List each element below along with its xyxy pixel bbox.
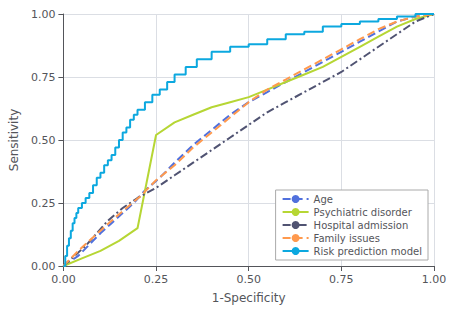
svg-text:Family issues: Family issues xyxy=(314,233,380,244)
svg-text:0.50: 0.50 xyxy=(236,273,261,286)
svg-text:0.00: 0.00 xyxy=(31,260,56,273)
svg-text:0.25: 0.25 xyxy=(144,273,169,286)
svg-text:0.75: 0.75 xyxy=(31,71,56,84)
svg-text:Age: Age xyxy=(314,194,333,205)
svg-text:0.75: 0.75 xyxy=(329,273,354,286)
svg-text:Risk prediction model: Risk prediction model xyxy=(314,246,422,257)
svg-text:0.25: 0.25 xyxy=(31,197,56,210)
svg-text:Psychiatric disorder: Psychiatric disorder xyxy=(314,207,413,218)
svg-text:0.00: 0.00 xyxy=(51,273,75,286)
svg-text:0.50: 0.50 xyxy=(31,134,56,147)
svg-text:1.00: 1.00 xyxy=(422,273,447,286)
svg-text:1.00: 1.00 xyxy=(31,8,56,21)
svg-text:1-Specificity: 1-Specificity xyxy=(212,291,286,305)
svg-text:Sensitivity: Sensitivity xyxy=(7,109,21,171)
svg-text:Hospital admission: Hospital admission xyxy=(314,220,409,231)
